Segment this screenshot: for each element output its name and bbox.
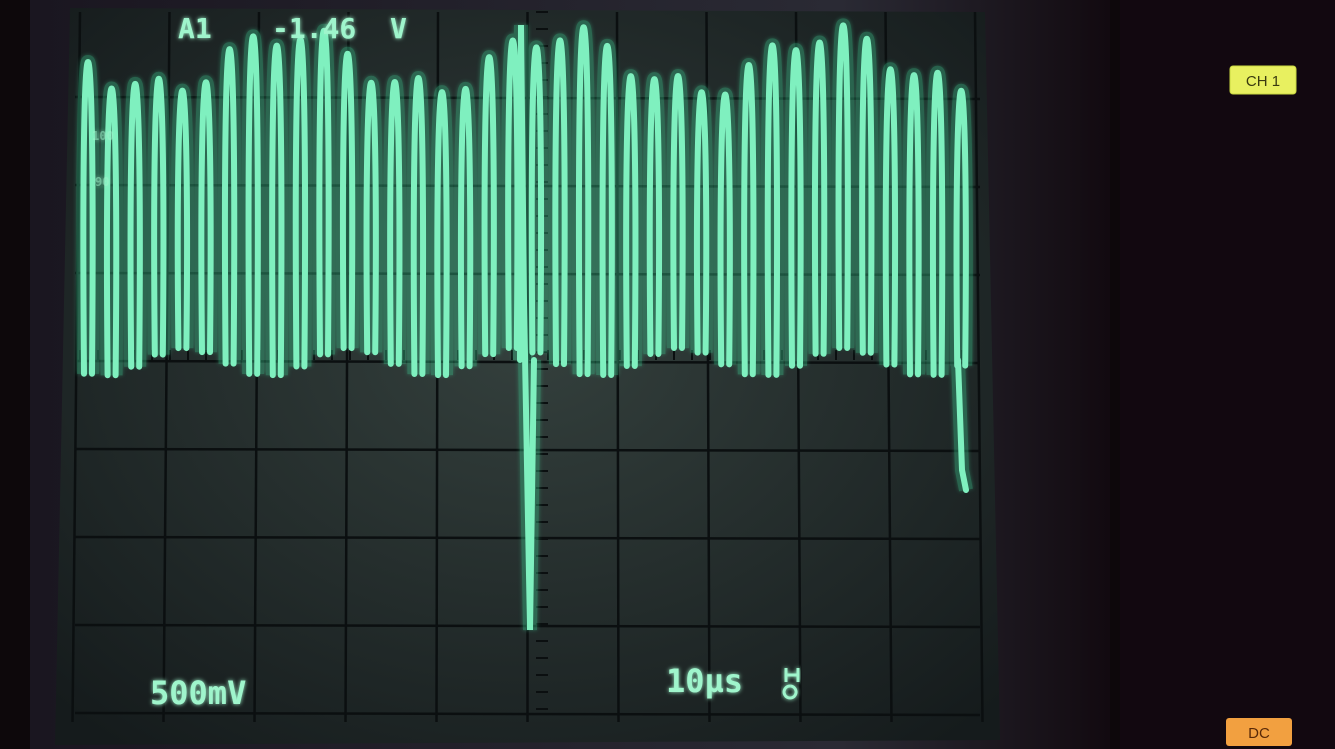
scale-label: 90 xyxy=(95,175,109,189)
channel-label: A1 xyxy=(178,12,212,45)
volts-per-div: 500mV xyxy=(150,674,246,712)
scale-label: 100 xyxy=(92,129,114,143)
control-panel xyxy=(1120,0,1335,749)
oscilloscope-photo: A1 -1.46 V 100 90 500mV 10µs CH 1 DC xyxy=(0,0,1335,749)
ch1-button-label: CH 1 xyxy=(1246,73,1280,90)
readout-value: -1.46 xyxy=(272,12,356,45)
dc-button-label: DC xyxy=(1248,725,1270,742)
readout-unit: V xyxy=(390,12,407,45)
time-per-div: 10µs xyxy=(666,662,743,700)
